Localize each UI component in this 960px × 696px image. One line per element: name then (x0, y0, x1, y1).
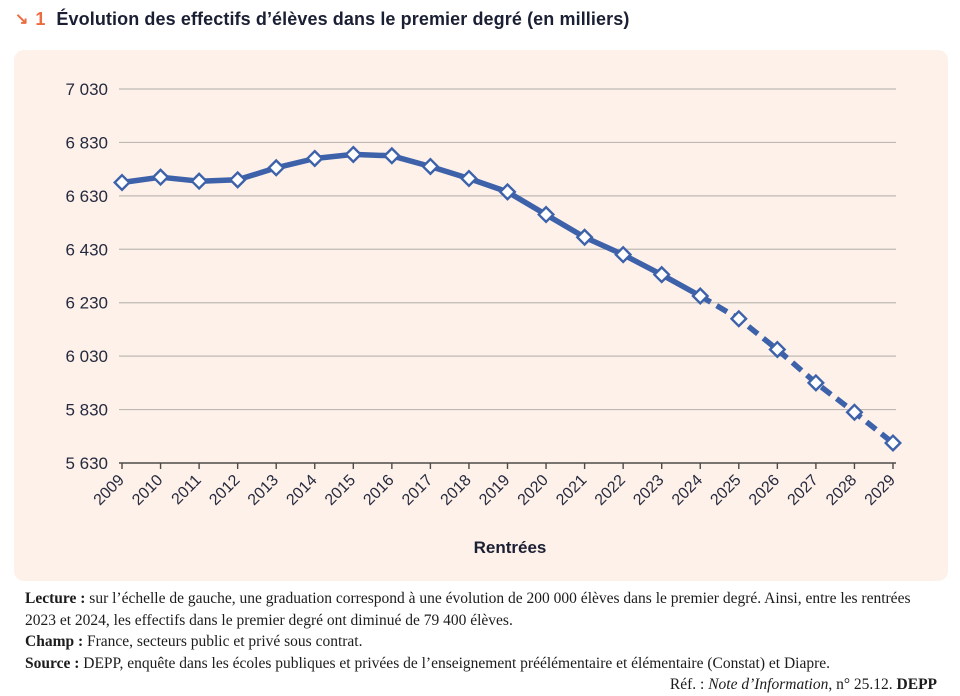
lecture-text: sur l’échelle de gauche, une graduation … (25, 590, 911, 629)
svg-text:5 830: 5 830 (65, 401, 108, 420)
svg-text:2028: 2028 (823, 472, 860, 509)
svg-text:2010: 2010 (129, 472, 166, 509)
diamond-marker (537, 205, 556, 224)
diamond-marker (459, 169, 478, 188)
figure-number: 1 (35, 9, 46, 29)
svg-text:2023: 2023 (630, 472, 667, 509)
diamond-marker (267, 158, 286, 177)
diamond-marker (575, 228, 594, 247)
svg-text:2013: 2013 (245, 472, 282, 509)
source-note: Source : DEPP, enquête dans les écoles p… (25, 653, 937, 675)
chart-panel: 7 030 6 830 6 630 6 430 6 230 6 030 5 830 5 630… (14, 50, 948, 581)
svg-text:2015: 2015 (322, 472, 359, 509)
svg-text:7 030: 7 030 (65, 80, 108, 99)
svg-text:2021: 2021 (553, 472, 590, 509)
source-label: Source : (25, 654, 80, 672)
svg-text:2011: 2011 (169, 472, 205, 508)
svg-text:2016: 2016 (360, 472, 397, 509)
ref-org: DEPP (896, 676, 937, 693)
figure-header: ↘ 1 Évolution des effectifs d’élèves dan… (15, 9, 945, 30)
diamond-marker (498, 182, 517, 201)
svg-text:2017: 2017 (399, 472, 436, 509)
series-line-solid (119, 151, 704, 299)
diamond-marker (151, 168, 170, 187)
svg-text:2019: 2019 (476, 472, 513, 509)
svg-text:2014: 2014 (283, 472, 320, 509)
svg-text:2027: 2027 (785, 472, 822, 509)
svg-text:2024: 2024 (669, 472, 706, 509)
svg-text:6 830: 6 830 (65, 133, 108, 152)
svg-text:6 430: 6 430 (65, 240, 108, 259)
diamond-marker (113, 173, 131, 192)
diamond-marker (845, 403, 864, 422)
ref-number: , n° 25.12. (828, 676, 893, 693)
champ-note: Champ : France, secteurs public et privé… (25, 631, 937, 653)
svg-text:2012: 2012 (206, 472, 243, 509)
figure-footer: Lecture : sur l’échelle de gauche, une g… (25, 588, 937, 696)
line-chart: 7 030 6 830 6 630 6 430 6 230 6 030 5 830 5 630… (65, 80, 902, 557)
x-axis-ticks (121, 463, 894, 469)
champ-text: France, secteurs public et privé sous co… (87, 633, 363, 650)
data-series (119, 151, 895, 446)
svg-text:2009: 2009 (91, 472, 128, 509)
source-text: DEPP, enquête dans les écoles publiques … (83, 654, 831, 672)
svg-text:5 630: 5 630 (65, 454, 108, 473)
diamond-marker (768, 340, 787, 359)
svg-text:6 630: 6 630 (65, 187, 108, 206)
diamond-marker (729, 309, 748, 328)
series-line-dashed-forecast (698, 293, 895, 446)
x-axis-title: Rentrées (474, 538, 547, 557)
ref-publication: Note d’Information (708, 676, 829, 693)
x-axis-labels: 2009 2010 2011 2012 2013 2014 2015 2016 2017 2018… (91, 472, 899, 509)
diamond-marker (614, 245, 633, 264)
diamond-marker (228, 170, 247, 189)
svg-text:2018: 2018 (438, 472, 475, 509)
diamond-marker (382, 146, 401, 165)
figure-arrow-icon: ↘ (15, 11, 29, 28)
svg-text:2029: 2029 (862, 472, 899, 509)
ref-label: Réf. : (669, 676, 705, 693)
diamond-marker (421, 157, 440, 176)
diamond-marker (691, 287, 710, 306)
diamond-marker (884, 433, 902, 452)
y-axis-labels: 7 030 6 830 6 630 6 430 6 230 6 030 5 830 5 630 (65, 80, 108, 473)
diamond-marker (190, 172, 209, 191)
data-point-markers (113, 145, 902, 452)
svg-text:6 230: 6 230 (65, 294, 108, 313)
champ-label: Champ : (25, 633, 84, 650)
lecture-label: Lecture : (25, 590, 86, 607)
figure-title: Évolution des effectifs d’élèves dans le… (56, 9, 630, 29)
diamond-marker (806, 373, 825, 392)
svg-text:2020: 2020 (515, 472, 552, 509)
diamond-marker (305, 149, 324, 168)
svg-text:6 030: 6 030 (65, 347, 108, 366)
svg-text:2022: 2022 (592, 472, 629, 509)
lecture-note: Lecture : sur l’échelle de gauche, une g… (25, 588, 937, 631)
svg-text:2025: 2025 (707, 472, 744, 509)
diamond-marker (344, 145, 363, 164)
gridlines (119, 88, 896, 464)
svg-text:2026: 2026 (746, 472, 783, 509)
reference-line: Réf. : Note d’Information, n° 25.12. DEP… (25, 674, 937, 696)
diamond-marker (652, 265, 671, 284)
